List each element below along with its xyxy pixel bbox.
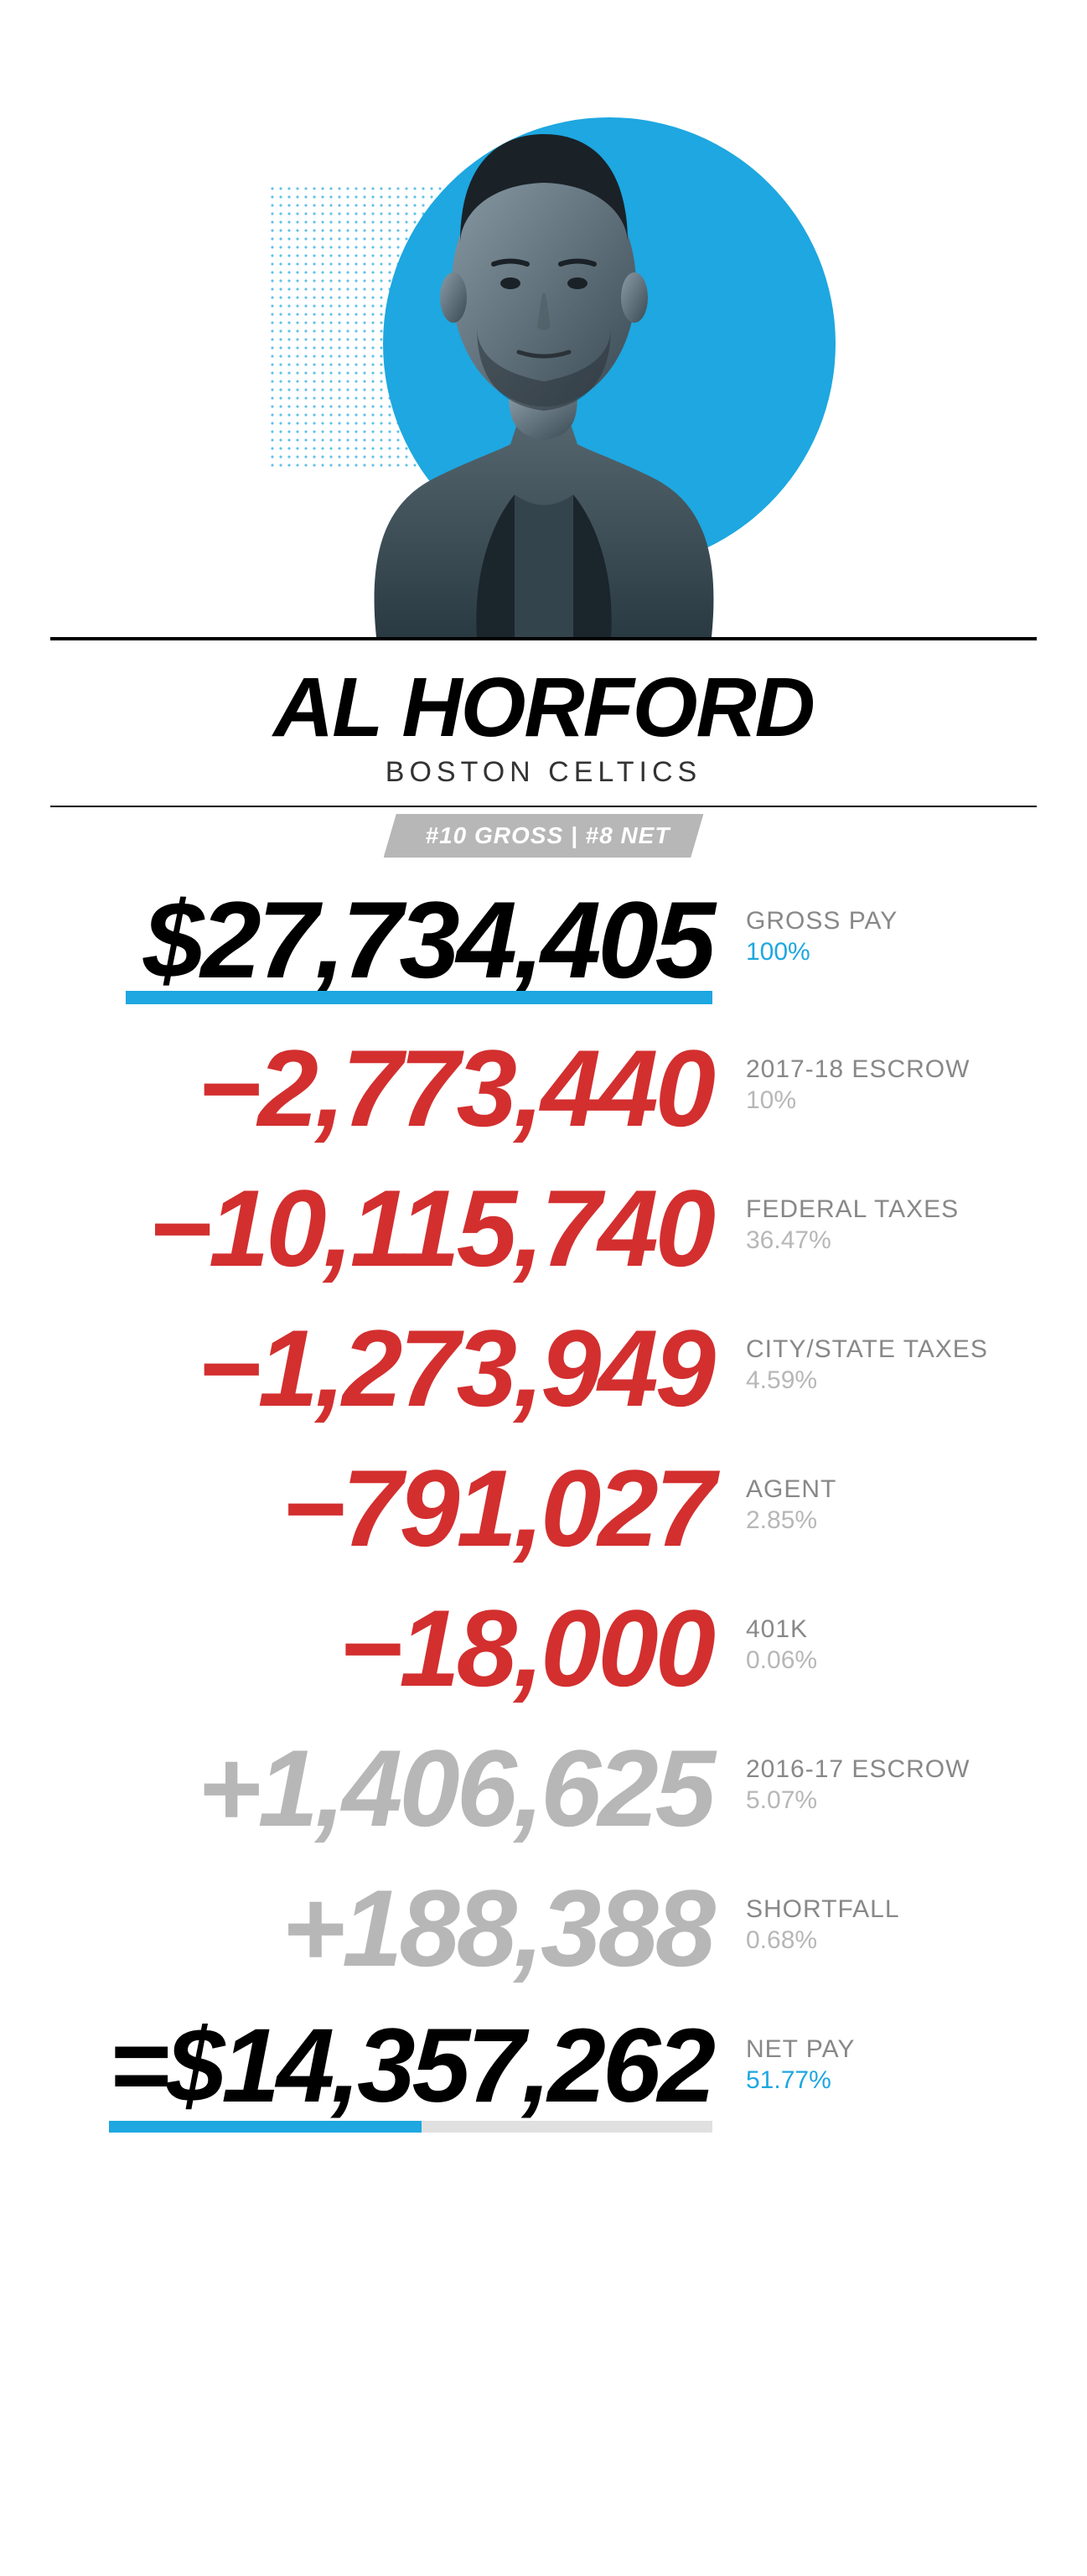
infographic-container: AL HORFORD BOSTON CELTICS #10 GROSS | #8… bbox=[50, 34, 1037, 2114]
line-label: CITY/STATE TAXES bbox=[746, 1335, 1028, 1365]
label-col: 401K0.06% bbox=[746, 1599, 1028, 1675]
label-col: FEDERAL TAXES36.47% bbox=[746, 1179, 1028, 1255]
line-value: −1,273,949 bbox=[59, 1319, 712, 1418]
line-item: −2,773,440 2017-18 ESCROW10% bbox=[59, 1039, 1028, 1138]
divider bbox=[50, 806, 1037, 807]
line-label: SHORTFALL bbox=[746, 1894, 1028, 1925]
line-label: FEDERAL TAXES bbox=[746, 1195, 1028, 1225]
value-col: +188,388 bbox=[59, 1879, 746, 1977]
rank-bar: #10 GROSS | #8 NET bbox=[50, 814, 1037, 858]
gross-bar bbox=[126, 991, 712, 1004]
line-label: GROSS PAY bbox=[746, 906, 1028, 936]
line-percent: 100% bbox=[746, 938, 1028, 967]
line-item: −791,027 AGENT2.85% bbox=[59, 1459, 1028, 1558]
line-item: +188,388 SHORTFALL0.68% bbox=[59, 1879, 1028, 1977]
line-percent: 36.47% bbox=[746, 1226, 1028, 1255]
label-col: 2017-18 ESCROW10% bbox=[746, 1039, 1028, 1115]
label-col: CITY/STATE TAXES4.59% bbox=[746, 1319, 1028, 1395]
line-label: 2016-17 ESCROW bbox=[746, 1754, 1028, 1785]
label-col: NET PAY51.77% bbox=[746, 2019, 1028, 2095]
name-block: AL HORFORD BOSTON CELTICS bbox=[50, 640, 1037, 806]
line-label: NET PAY bbox=[746, 2034, 1028, 2065]
player-name: AL HORFORD bbox=[50, 666, 1037, 749]
line-value: −2,773,440 bbox=[59, 1039, 712, 1138]
line-label: AGENT bbox=[746, 1475, 1028, 1505]
value-col: +1,406,625 bbox=[59, 1739, 746, 1837]
line-item: −1,273,949 CITY/STATE TAXES4.59% bbox=[59, 1319, 1028, 1418]
value-col: −2,773,440 bbox=[59, 1039, 746, 1138]
line-label: 2017-18 ESCROW bbox=[746, 1055, 1028, 1085]
line-items: $27,734,405 GROSS PAY100% −2,773,440 2017-1… bbox=[50, 891, 1037, 2114]
line-value: =$14,357,262 bbox=[59, 2019, 712, 2114]
line-value: +1,406,625 bbox=[59, 1739, 712, 1837]
line-percent: 0.68% bbox=[746, 1926, 1028, 1955]
label-col: SHORTFALL0.68% bbox=[746, 1879, 1028, 1955]
line-value: −791,027 bbox=[59, 1459, 712, 1558]
label-col: GROSS PAY100% bbox=[746, 891, 1028, 967]
value-col: −18,000 bbox=[59, 1599, 746, 1697]
player-svg-icon bbox=[326, 50, 762, 637]
line-value: −18,000 bbox=[59, 1599, 712, 1697]
line-percent: 10% bbox=[746, 1086, 1028, 1115]
line-item: =$14,357,262 NET PAY51.77% bbox=[59, 2019, 1028, 2114]
line-value: +188,388 bbox=[59, 1879, 712, 1977]
line-item: −10,115,740 FEDERAL TAXES36.47% bbox=[59, 1179, 1028, 1278]
label-col: 2016-17 ESCROW5.07% bbox=[746, 1739, 1028, 1815]
value-col: −791,027 bbox=[59, 1459, 746, 1558]
line-value: −10,115,740 bbox=[59, 1179, 712, 1278]
line-label: 401K bbox=[746, 1615, 1028, 1645]
line-percent: 4.59% bbox=[746, 1366, 1028, 1395]
line-percent: 0.06% bbox=[746, 1646, 1028, 1675]
line-item: +1,406,625 2016-17 ESCROW5.07% bbox=[59, 1739, 1028, 1837]
line-percent: 51.77% bbox=[746, 2066, 1028, 2095]
line-item: −18,000 401K0.06% bbox=[59, 1599, 1028, 1697]
line-value: $27,734,405 bbox=[59, 891, 712, 989]
label-col: AGENT2.85% bbox=[746, 1459, 1028, 1535]
player-photo-area bbox=[50, 34, 1037, 637]
line-percent: 5.07% bbox=[746, 1786, 1028, 1815]
value-col: $27,734,405 bbox=[59, 891, 746, 989]
line-item: $27,734,405 GROSS PAY100% bbox=[59, 891, 1028, 989]
player-silhouette bbox=[326, 50, 762, 637]
team-name: BOSTON CELTICS bbox=[50, 756, 1037, 789]
line-percent: 2.85% bbox=[746, 1506, 1028, 1535]
net-bar-fg bbox=[109, 2121, 422, 2133]
value-col: −1,273,949 bbox=[59, 1319, 746, 1418]
value-col: =$14,357,262 bbox=[59, 2019, 746, 2114]
value-col: −10,115,740 bbox=[59, 1179, 746, 1278]
rank-box: #10 GROSS | #8 NET bbox=[384, 814, 704, 858]
